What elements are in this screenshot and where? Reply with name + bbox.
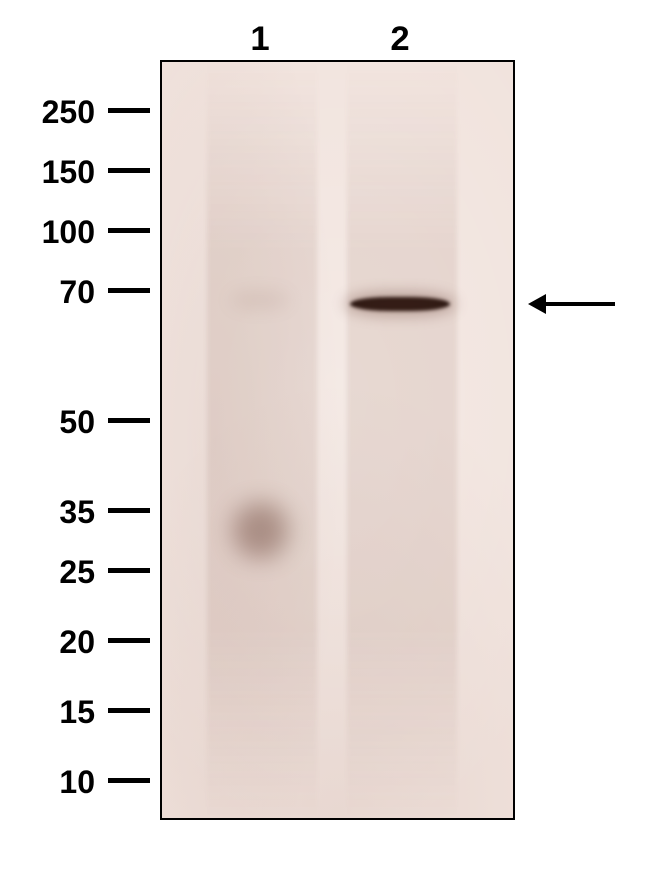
mw-tick-100 bbox=[108, 228, 150, 233]
mw-tick-50 bbox=[108, 418, 150, 423]
mw-label-25: 25 bbox=[35, 554, 95, 591]
mw-tick-20 bbox=[108, 638, 150, 643]
lane-1-label: 1 bbox=[240, 20, 280, 59]
band-pointer-arrow-head bbox=[528, 294, 546, 314]
mw-label-15: 15 bbox=[35, 694, 95, 731]
lane2-main-band-halo bbox=[344, 292, 456, 316]
mw-label-100: 100 bbox=[35, 214, 95, 251]
blot-membrane bbox=[160, 60, 515, 820]
lane1-smudge-30k bbox=[233, 503, 288, 558]
lane1-faint-70k bbox=[230, 292, 290, 308]
mw-label-70: 70 bbox=[35, 274, 95, 311]
mw-label-10: 10 bbox=[35, 764, 95, 801]
mw-tick-150 bbox=[108, 168, 150, 173]
mw-label-150: 150 bbox=[35, 154, 95, 191]
lane-1-streak bbox=[207, 62, 317, 818]
mw-label-50: 50 bbox=[35, 404, 95, 441]
mw-tick-10 bbox=[108, 778, 150, 783]
lane-2-streak bbox=[347, 62, 457, 818]
mw-tick-25 bbox=[108, 568, 150, 573]
mw-label-250: 250 bbox=[35, 94, 95, 131]
mw-label-20: 20 bbox=[35, 624, 95, 661]
mw-tick-70 bbox=[108, 288, 150, 293]
mw-tick-35 bbox=[108, 508, 150, 513]
lane-2-label: 2 bbox=[380, 20, 420, 59]
figure-canvas: 1 2 250 150 100 70 50 35 25 20 15 10 bbox=[0, 0, 650, 870]
band-pointer-arrow bbox=[545, 302, 615, 306]
mw-tick-15 bbox=[108, 708, 150, 713]
mw-label-35: 35 bbox=[35, 494, 95, 531]
mw-tick-250 bbox=[108, 108, 150, 113]
